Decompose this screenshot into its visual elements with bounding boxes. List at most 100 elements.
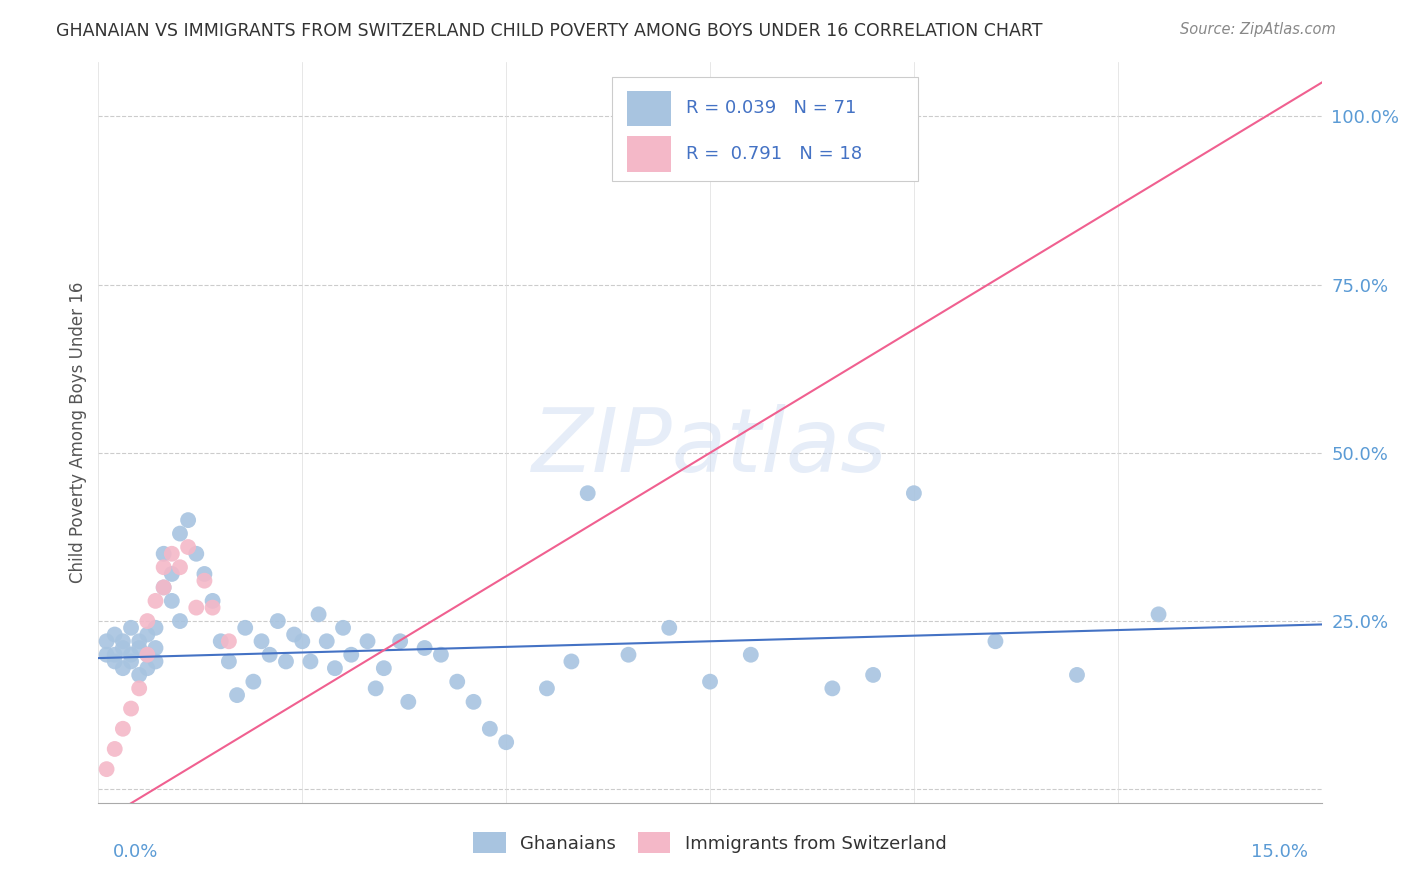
Point [169, 560, 191, 574]
Point [259, 648, 281, 662]
Point [821, 681, 844, 696]
Point [862, 668, 884, 682]
Point [299, 655, 322, 669]
Point [984, 634, 1007, 648]
Point [160, 566, 183, 581]
Point [356, 634, 378, 648]
Point [536, 681, 558, 696]
Point [218, 655, 240, 669]
Point [233, 621, 256, 635]
Text: 0.0%: 0.0% [112, 843, 157, 861]
Point [104, 627, 127, 641]
Point [96, 648, 118, 662]
Point [1147, 607, 1170, 622]
Point [446, 674, 468, 689]
Point [389, 634, 412, 648]
Point [136, 627, 159, 641]
Point [209, 634, 232, 648]
Text: R =  0.791   N = 18: R = 0.791 N = 18 [686, 145, 862, 163]
Point [478, 722, 501, 736]
FancyBboxPatch shape [612, 78, 918, 181]
Point [145, 655, 167, 669]
Point [120, 621, 142, 635]
Point [560, 655, 582, 669]
Point [740, 648, 762, 662]
Point [128, 634, 150, 648]
Text: 15.0%: 15.0% [1250, 843, 1308, 861]
Point [152, 581, 174, 595]
Point [332, 621, 354, 635]
Point [152, 581, 174, 595]
Text: ZIPatlas: ZIPatlas [533, 404, 887, 491]
Point [201, 594, 224, 608]
Point [136, 648, 159, 662]
Point [160, 594, 183, 608]
Point [136, 648, 159, 662]
Point [323, 661, 346, 675]
Point [1066, 668, 1088, 682]
Point [413, 640, 436, 655]
Point [186, 547, 208, 561]
Point [617, 109, 640, 123]
Point [218, 634, 240, 648]
Point [364, 681, 387, 696]
Point [373, 661, 395, 675]
Point [267, 614, 290, 628]
Point [169, 526, 191, 541]
Text: Source: ZipAtlas.com: Source: ZipAtlas.com [1180, 22, 1336, 37]
Point [111, 722, 134, 736]
Point [169, 614, 191, 628]
Point [152, 547, 174, 561]
Point [120, 701, 142, 715]
Point [658, 621, 681, 635]
Point [96, 634, 118, 648]
Point [111, 661, 134, 675]
Point [315, 634, 337, 648]
Point [120, 655, 142, 669]
Point [145, 640, 167, 655]
Legend: Ghanaians, Immigrants from Switzerland: Ghanaians, Immigrants from Switzerland [467, 825, 953, 861]
Text: GHANAIAN VS IMMIGRANTS FROM SWITZERLAND CHILD POVERTY AMONG BOYS UNDER 16 CORREL: GHANAIAN VS IMMIGRANTS FROM SWITZERLAND … [56, 22, 1043, 40]
Point [430, 648, 453, 662]
Point [274, 655, 297, 669]
Point [340, 648, 363, 662]
Point [128, 640, 150, 655]
Point [177, 540, 200, 554]
Point [463, 695, 485, 709]
Point [193, 566, 215, 581]
Point [145, 594, 167, 608]
Point [96, 762, 118, 776]
Point [617, 648, 640, 662]
Text: R = 0.039   N = 71: R = 0.039 N = 71 [686, 99, 856, 118]
Point [699, 674, 721, 689]
Point [177, 513, 200, 527]
Point [111, 634, 134, 648]
Point [201, 600, 224, 615]
Point [226, 688, 249, 702]
Point [128, 681, 150, 696]
Point [495, 735, 517, 749]
FancyBboxPatch shape [627, 136, 671, 172]
Point [136, 614, 159, 628]
Point [120, 648, 142, 662]
Point [186, 600, 208, 615]
Point [104, 648, 127, 662]
Point [396, 695, 419, 709]
Point [193, 574, 215, 588]
Point [136, 661, 159, 675]
Point [145, 621, 167, 635]
Point [250, 634, 273, 648]
Point [903, 486, 925, 500]
Point [104, 742, 127, 756]
Point [111, 640, 134, 655]
Point [576, 486, 599, 500]
Point [160, 547, 183, 561]
Point [283, 627, 305, 641]
FancyBboxPatch shape [627, 91, 671, 126]
Y-axis label: Child Poverty Among Boys Under 16: Child Poverty Among Boys Under 16 [69, 282, 87, 583]
Point [308, 607, 330, 622]
Point [242, 674, 264, 689]
Point [291, 634, 314, 648]
Point [128, 668, 150, 682]
Point [104, 655, 127, 669]
